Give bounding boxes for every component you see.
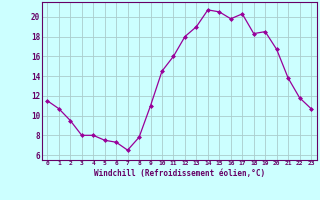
- X-axis label: Windchill (Refroidissement éolien,°C): Windchill (Refroidissement éolien,°C): [94, 169, 265, 178]
